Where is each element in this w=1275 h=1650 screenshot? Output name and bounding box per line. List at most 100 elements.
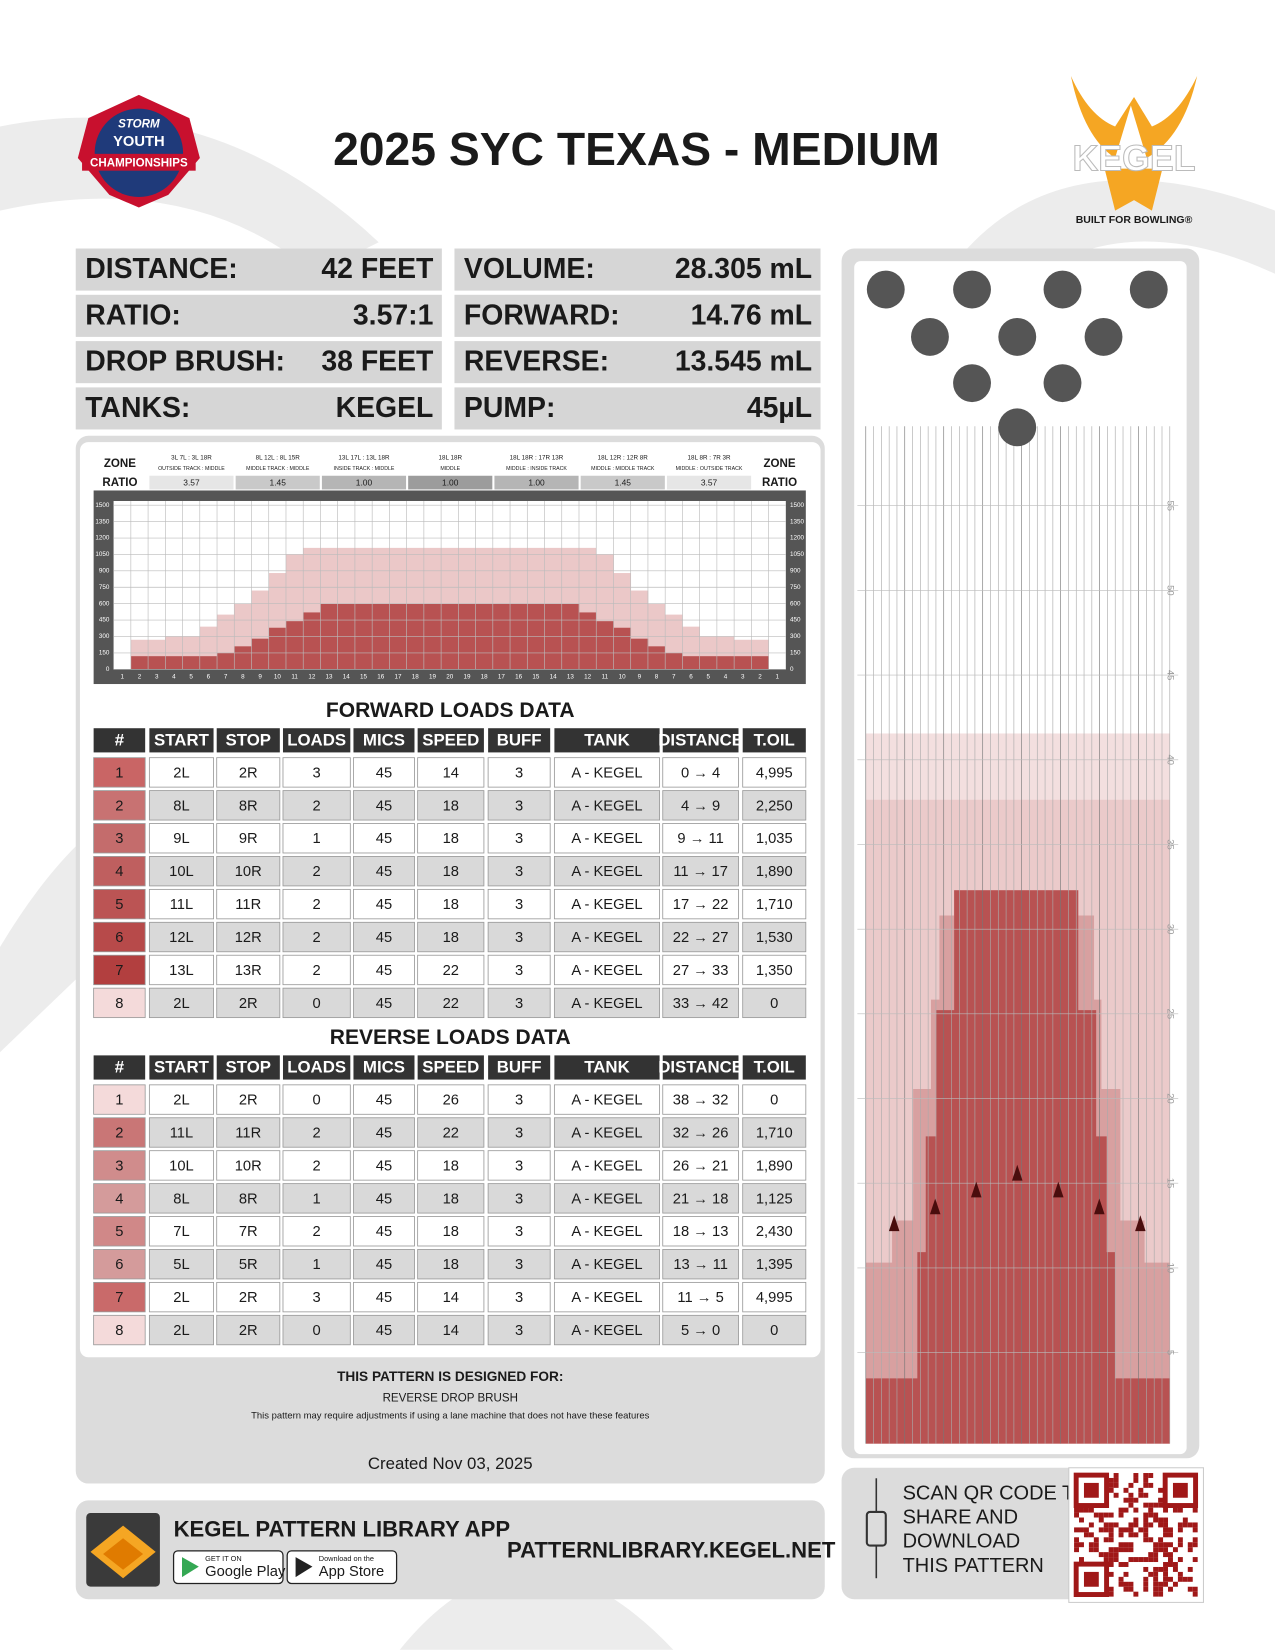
- stat-label: PUMP:: [464, 392, 555, 424]
- qr-module: [1182, 1576, 1188, 1582]
- distance-label: 55: [1164, 500, 1175, 511]
- column-header: #: [115, 1057, 125, 1076]
- cell: [417, 1150, 485, 1181]
- qr-module: [1074, 1507, 1080, 1513]
- qr-module: [1148, 1507, 1154, 1513]
- stat-value: 45µL: [747, 392, 812, 424]
- cell-text: 22: [443, 996, 459, 1012]
- cell-text: 2: [313, 930, 321, 946]
- store-badge[interactable]: [172, 1550, 284, 1585]
- qr-module: [1153, 1576, 1159, 1582]
- cell: [148, 856, 214, 887]
- qr-module: [1103, 1527, 1109, 1533]
- y-tick-label: 1350: [95, 518, 110, 525]
- qr-module: [1148, 1473, 1154, 1478]
- qr-module: [1108, 1527, 1114, 1533]
- qr-module: [1158, 1537, 1164, 1543]
- cell-text: 27 → 33: [673, 963, 729, 979]
- cell: [216, 1216, 281, 1247]
- cell: [417, 921, 485, 953]
- qr-module: [1088, 1522, 1094, 1528]
- qr-module: [1192, 1586, 1198, 1592]
- qr-module: [1192, 1537, 1198, 1543]
- qr-module: [1088, 1507, 1094, 1513]
- cell: [148, 888, 214, 920]
- qr-module: [1133, 1473, 1139, 1478]
- cell-text: 2: [115, 798, 123, 814]
- cell: [148, 1117, 214, 1148]
- zone-ratio: 3.57: [183, 477, 200, 487]
- cell: [93, 954, 146, 986]
- cell-text: 3: [515, 1290, 523, 1306]
- qr-finder: [1073, 1561, 1110, 1597]
- y-tick-label: 1350: [790, 518, 805, 525]
- x-tick-label: 4: [724, 673, 728, 680]
- qr-module: [1153, 1542, 1159, 1548]
- cell: [487, 1183, 551, 1214]
- qr-module: [1163, 1571, 1169, 1577]
- cell: [553, 757, 661, 788]
- cell-text: 3: [515, 963, 523, 979]
- qr-module: [1153, 1581, 1159, 1587]
- cell-text: 5R: [239, 1257, 258, 1273]
- pin: [953, 364, 991, 403]
- qr-module: [1143, 1557, 1149, 1563]
- cell-text: 45: [376, 1257, 392, 1273]
- stat-label: RATIO:: [85, 299, 181, 331]
- badge-small: GET IT ON: [205, 1554, 242, 1563]
- qr-module: [1118, 1507, 1124, 1513]
- cell-text: 3: [515, 930, 523, 946]
- cell: [417, 888, 485, 920]
- y-tick-label: 450: [790, 617, 801, 624]
- cell: [353, 1084, 415, 1115]
- zone-range: 18L 12R : 12R 8R: [598, 455, 649, 462]
- cell-text: 2R: [239, 1093, 258, 1109]
- header-cell: [149, 728, 214, 753]
- cell-text: A - KEGEL: [571, 1158, 642, 1174]
- cell-text: 3: [515, 1257, 523, 1273]
- cell: [282, 921, 351, 953]
- kegel-wordmark: KEGEL: [1072, 139, 1195, 179]
- cell-text: 4,995: [756, 1290, 793, 1306]
- cell-text: 6: [115, 1257, 123, 1273]
- x-tick-label: 7: [224, 673, 228, 680]
- cell: [742, 1084, 807, 1115]
- header-cell: [662, 728, 739, 753]
- qr-module: [1123, 1571, 1129, 1577]
- qr-module: [1153, 1591, 1159, 1597]
- cell: [148, 987, 214, 1019]
- qr-module: [1158, 1497, 1164, 1503]
- cell-text: 45: [376, 1093, 392, 1109]
- cell-text: 8L: [173, 798, 189, 814]
- cell-text: 45: [376, 1125, 392, 1141]
- qr-module: [1153, 1547, 1159, 1553]
- qr-module: [1079, 1517, 1084, 1523]
- cell-text: A - KEGEL: [571, 798, 642, 814]
- cell: [282, 954, 351, 986]
- cell-text: 6: [115, 930, 123, 946]
- cell: [353, 1117, 415, 1148]
- cell: [742, 1281, 807, 1313]
- notes-feature: REVERSE DROP BRUSH: [383, 1392, 518, 1404]
- x-tick-label: 4: [172, 673, 176, 680]
- qr-module: [1187, 1586, 1193, 1592]
- qr-module: [1158, 1522, 1164, 1528]
- store-badge[interactable]: [286, 1550, 398, 1585]
- stat-label: TANKS:: [85, 392, 190, 424]
- y-tick-label: 750: [99, 584, 110, 591]
- distance-label: 10: [1164, 1263, 1175, 1274]
- qr-module: [1153, 1586, 1159, 1592]
- cell-text: 2: [313, 897, 321, 913]
- cell-text: 2L: [173, 765, 189, 781]
- app-url: PATTERNLIBRARY.KEGEL.NET: [507, 1538, 836, 1563]
- cell-text: 26: [443, 1093, 459, 1109]
- qr-module: [1074, 1542, 1080, 1548]
- qr-finder: [1172, 1482, 1188, 1498]
- oil-bar: [268, 627, 287, 670]
- qr-module: [1108, 1586, 1114, 1592]
- pin: [998, 408, 1037, 447]
- distance-label: 40: [1164, 755, 1175, 766]
- cell: [487, 1249, 551, 1280]
- x-tick-label: 8: [241, 673, 245, 680]
- cell-text: 1,125: [756, 1191, 793, 1207]
